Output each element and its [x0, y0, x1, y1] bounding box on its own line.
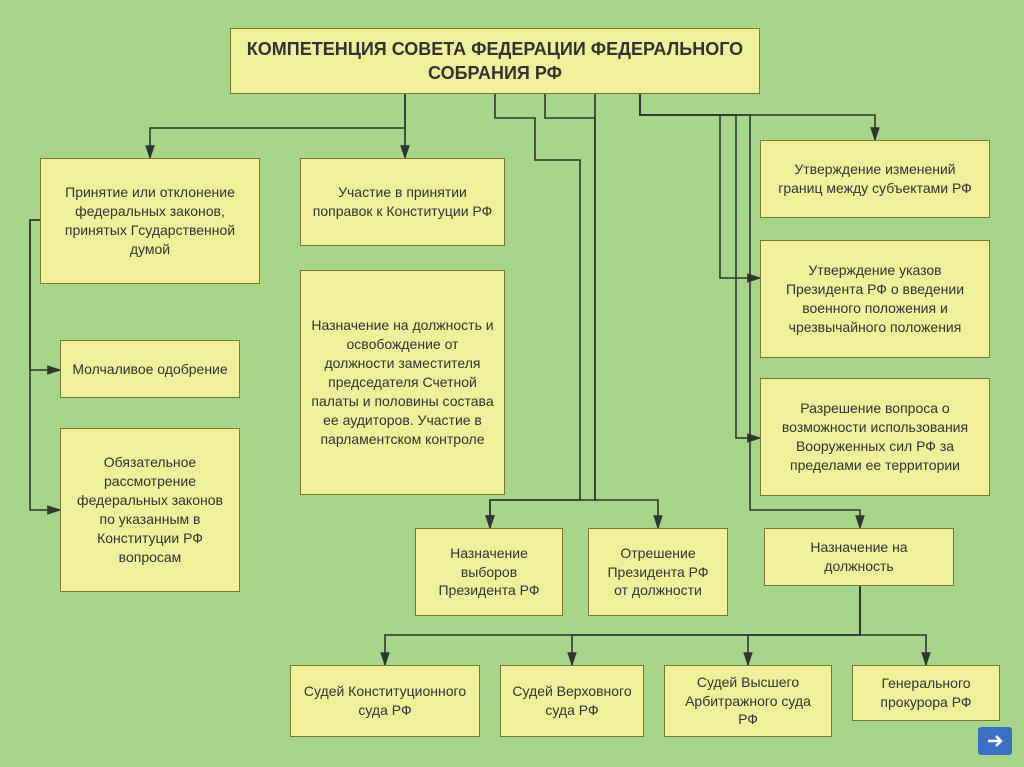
- node-border-changes: Утверждение изменений границ между субъе…: [760, 140, 990, 218]
- node-presidential-decrees: Утверждение указов Президента РФ о вве­д…: [760, 240, 990, 358]
- node-constitution-amendments: Участие в принятии поправок к Конституци…: [300, 158, 505, 246]
- node-appoint: Назначение на должность: [764, 528, 954, 586]
- node-approve-reject-laws: Принятие или отклонение федеральных зако…: [40, 158, 260, 284]
- node-tacit-approval: Молчаливое одобрение: [60, 340, 240, 398]
- title-box: КОМПЕТЕНЦИЯ СОВЕТА ФЕДЕРАЦИИ ФЕДЕРАЛЬНОГ…: [230, 28, 760, 94]
- node-prosecutor-general: Генерального прокурора РФ: [852, 665, 1000, 721]
- next-arrow-icon: [978, 727, 1012, 755]
- node-mandatory-review: Обязательное рассмотрение федеральных за…: [60, 428, 240, 592]
- node-presidential-elections: Назначение выборов Президента РФ: [415, 528, 563, 616]
- next-button[interactable]: [978, 727, 1012, 755]
- node-arbitration-judges: Судей Высшего Арбитражного суда РФ: [664, 665, 832, 737]
- node-appointments-audit: Назначение на должность и освобождение о…: [300, 270, 505, 495]
- node-supreme-judges: Судей Верховного суда РФ: [500, 665, 644, 737]
- node-armed-forces: Разрешение вопроса о возможности использ…: [760, 378, 990, 496]
- node-constitutional-judges: Судей Конституционного суда РФ: [290, 665, 480, 737]
- node-remove-president: Отрешение Президента РФ от должности: [588, 528, 728, 616]
